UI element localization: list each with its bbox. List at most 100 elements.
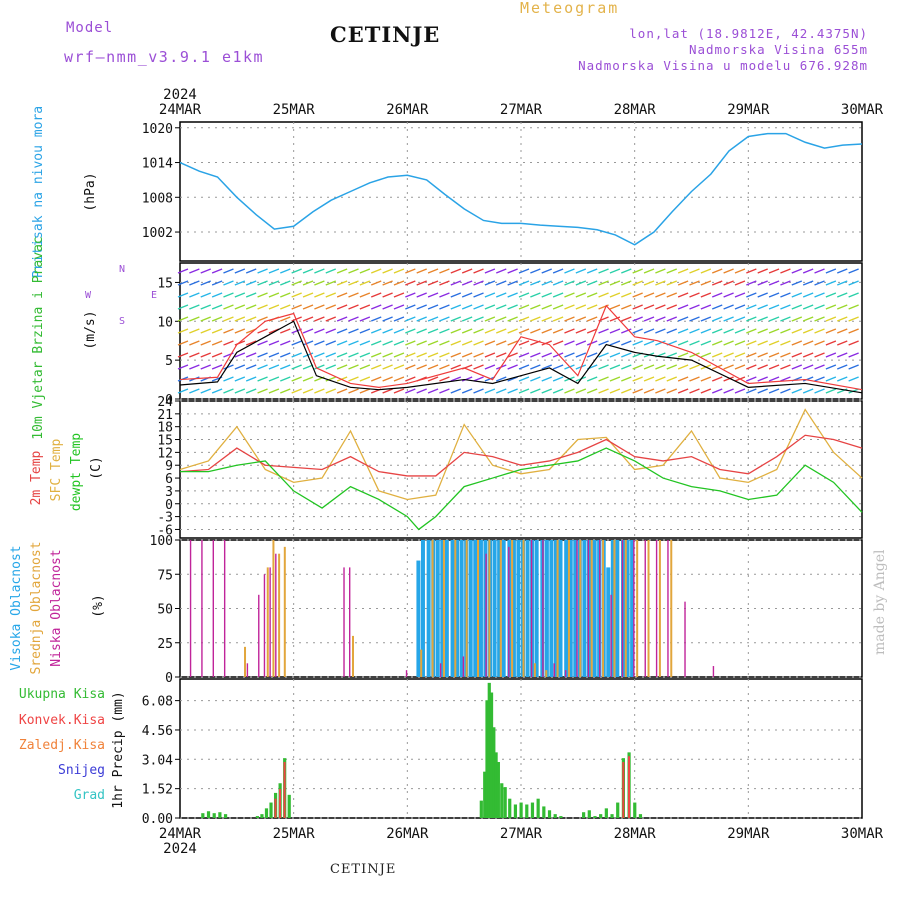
wind-arrow <box>530 352 541 358</box>
year-label-top: 2024 <box>163 87 197 103</box>
wind-arrow <box>780 328 791 334</box>
wind-arrow <box>189 268 200 274</box>
cloud-bar-0 <box>459 540 464 677</box>
cloud-bar-0 <box>455 540 460 677</box>
wind-arrow <box>405 352 416 358</box>
wind-arrow <box>473 268 484 274</box>
wind-arrow <box>598 280 609 286</box>
panel-frame-0 <box>179 121 863 262</box>
wind-arrow <box>211 304 223 310</box>
wind-arrow <box>211 340 223 346</box>
wind-arrow <box>677 268 689 274</box>
wind-arrow <box>746 316 757 322</box>
wind-arrow <box>325 304 337 310</box>
wind-arrow <box>655 304 666 310</box>
wind-arrow <box>711 304 723 310</box>
wind-arrow <box>666 292 678 298</box>
y-tick-label: 6 <box>165 472 173 487</box>
wind-arrow <box>711 340 723 346</box>
wind-arrow <box>257 376 268 382</box>
series-pressure <box>179 132 863 246</box>
wind-arrow <box>530 292 541 298</box>
wind-arrow <box>348 268 359 274</box>
wind-arrow <box>825 376 837 382</box>
wind-arrow <box>302 292 314 298</box>
wind-arrow <box>848 304 859 310</box>
coordinates: lon,lat (18.9812E, 42.4375N) <box>629 26 868 41</box>
wind-arrow <box>416 328 427 334</box>
wind-arrow <box>348 316 359 322</box>
wind-arrow <box>484 364 496 370</box>
wind-arrow <box>314 316 325 322</box>
wind-arrow <box>359 388 371 394</box>
wind-arrow <box>757 376 768 382</box>
wind-arrow <box>484 328 496 334</box>
wind-arrow <box>552 328 564 334</box>
wind-arrow <box>768 364 780 370</box>
wind-arrow <box>814 304 825 310</box>
wind-arrow <box>200 352 211 358</box>
wind-arrow <box>541 304 552 310</box>
wind-arrow <box>189 364 200 370</box>
wind-arrow <box>382 328 393 334</box>
precip-bar-total <box>223 814 228 818</box>
wind-arrow <box>723 376 734 382</box>
y-tick-label: 0.00 <box>142 812 173 827</box>
wind-arrow <box>370 340 382 346</box>
wind-arrow <box>530 304 541 310</box>
wind-arrow <box>837 292 848 298</box>
wind-arrow <box>677 280 689 286</box>
precip-bar-total <box>479 800 483 818</box>
cloud-bar-0 <box>468 540 473 677</box>
cloud-bar-1 <box>278 553 281 677</box>
wind-arrow <box>405 292 416 298</box>
wind-arrow <box>518 316 530 322</box>
wind-arrow <box>746 268 757 274</box>
wind-arrow <box>586 328 598 334</box>
wind-arrow <box>234 376 246 382</box>
wind-arrow <box>450 352 462 358</box>
wind-arrow <box>609 388 621 394</box>
precip-bar-total <box>260 814 264 818</box>
time-tick-bottom: 30MAR <box>841 826 884 842</box>
wind-arrow <box>473 280 484 286</box>
wind-arrow <box>643 340 655 346</box>
wind-arrow <box>791 304 803 310</box>
wind-arrow <box>621 316 632 322</box>
wind-arrow <box>268 364 280 370</box>
precip-bar-total <box>264 808 269 818</box>
y-tick-label: -6 <box>157 523 173 538</box>
wind-arrow <box>496 304 507 310</box>
ylabel-temp-2m: 2m Temp <box>29 450 44 505</box>
wind-arrow <box>746 340 757 346</box>
wind-arrow <box>802 292 814 298</box>
cloud-bar-2 <box>223 540 226 677</box>
ylabel-cloud-high: Visoka Oblacnost <box>9 545 24 670</box>
cloud-bar-1 <box>283 546 286 677</box>
wind-arrow <box>802 340 814 346</box>
wind-arrow <box>223 328 234 334</box>
wind-arrow <box>564 304 575 310</box>
wind-arrow <box>757 292 768 298</box>
wind-arrow <box>666 352 678 358</box>
cloud-bar-2 <box>621 540 624 677</box>
wind-arrow <box>609 292 621 298</box>
wind-arrow <box>302 388 314 394</box>
wind-arrow <box>802 376 814 382</box>
wind-arrow <box>723 388 734 394</box>
wind-arrow <box>541 352 552 358</box>
wind-arrow <box>564 280 575 286</box>
cloud-bar-1 <box>533 663 536 677</box>
wind-arrow <box>643 364 655 370</box>
wind-arrow <box>780 340 791 346</box>
wind-arrow <box>564 340 575 346</box>
wind-arrow <box>598 352 609 358</box>
wind-arrow <box>427 364 439 370</box>
wind-arrow <box>552 352 564 358</box>
wind-arrow <box>677 388 689 394</box>
wind-arrow <box>496 352 507 358</box>
wind-arrow <box>802 268 814 274</box>
cloud-bar-1 <box>244 646 247 677</box>
wind-arrow <box>291 376 302 382</box>
wind-arrow <box>496 292 507 298</box>
